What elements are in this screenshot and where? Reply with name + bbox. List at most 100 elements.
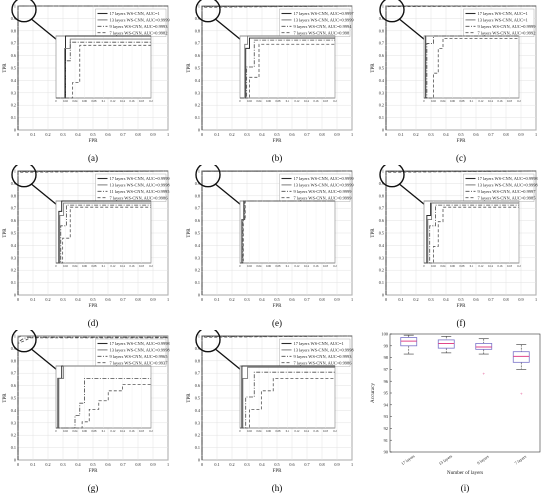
panel-label: (i) [461, 483, 470, 493]
y-tick-label: 0.3 [195, 255, 200, 260]
y-tick-label: 1 [382, 169, 384, 174]
y-tick-label: 0.3 [379, 90, 384, 95]
inset-x-tick-label: 0.2 [333, 430, 337, 433]
zoom-circle [11, 165, 37, 188]
inset-x-tick-label: 0.2 [149, 430, 153, 433]
x-tick-label: 9 layers [476, 454, 490, 466]
inset-x-tick-label: 0.08 [92, 265, 97, 268]
y-tick-label: 0.2 [195, 268, 200, 273]
inset-x-tick-label: 0 [423, 100, 425, 103]
legend-entry: 7 layers WS-CNN, AUC=0.9986 [110, 195, 169, 201]
y-tick-label: 1 [14, 334, 16, 339]
panel-label: (g) [88, 483, 99, 493]
x-axis-label: FPR [457, 304, 467, 309]
y-tick-label: 0.4 [11, 78, 17, 83]
legend-entry: 13 layers WS-CNN, AUC=0.9998 [110, 183, 171, 189]
inset-x-tick-label: 0.2 [149, 100, 153, 103]
legend-entry: 9 layers WS-CNN, AUC=0.9997 [478, 189, 537, 195]
y-tick-label: 0.8 [11, 28, 16, 33]
inset-x-tick-label: 0.02 [63, 265, 68, 268]
inset-x-tick-label: 0.08 [92, 100, 97, 103]
x-tick-label: 0.6 [289, 132, 294, 137]
x-tick-label: 0.8 [503, 297, 508, 302]
x-tick-label: 0.8 [135, 132, 140, 137]
inset-curve-series-4 [56, 206, 151, 264]
x-tick-label: 0.1 [214, 462, 219, 467]
inset-x-tick-label: 0 [423, 265, 425, 268]
legend-entry: 7 layers WS-CNN, AUC=0.9992 [478, 30, 536, 36]
box-iqr [437, 339, 455, 349]
inset-x-tick-label: 0.18 [323, 265, 328, 268]
x-axis-label: FPR [89, 139, 99, 144]
inset-x-tick-label: 0.06 [266, 100, 271, 103]
y-tick-label: 0.5 [379, 66, 384, 71]
y-tick-label: 0.9 [195, 181, 200, 186]
y-tick-label: 0.3 [11, 90, 16, 95]
y-tick-label: 0.9 [195, 346, 200, 351]
y-tick-label: 1 [198, 334, 200, 339]
y-tick-label: 0.1 [195, 115, 200, 120]
inset-x-tick-label: 0.14 [120, 265, 125, 268]
boxplot-chart: 90 91 92 93 94 95 96 97 98 99 100 Accuracy 17 layers… [370, 332, 541, 493]
x-tick-label: 0.8 [319, 462, 324, 467]
y-tick-label: 0.5 [195, 66, 200, 71]
x-tick-label: 0.6 [289, 297, 294, 302]
box-1 [400, 334, 418, 355]
y-tick-label: 0 [14, 293, 16, 298]
inset-x-tick-label: 0.02 [431, 100, 436, 103]
inset-x-tick-label: 0.04 [73, 265, 78, 268]
y-tick-label: 90 [384, 450, 389, 455]
x-tick-label: 0 [385, 132, 387, 137]
y-tick-label: 0.8 [11, 193, 16, 198]
x-tick-label: 0.7 [120, 132, 125, 137]
y-tick-label: 0.2 [379, 268, 384, 273]
roc-chart-0: 0 0.1 0.2 0.3 0.4 0.5 0.6 0.7 0.8 0.9 1 0 0.1 0.2 0.3 0… [3, 0, 170, 163]
x-tick-label: 0.6 [473, 132, 478, 137]
inset-x-tick-label: 0.16 [130, 265, 135, 268]
x-tick-label: 0.9 [334, 297, 339, 302]
x-tick-label: 0 [201, 462, 203, 467]
y-tick-label: 0.8 [195, 28, 200, 33]
y-tick-label: 0 [14, 128, 16, 133]
x-tick-label: 0.5 [90, 132, 95, 137]
x-tick-label: 0.5 [274, 297, 279, 302]
x-tick-label: 0.9 [150, 462, 155, 467]
y-tick-label: 0.4 [195, 78, 201, 83]
inset-x-tick-label: 0.18 [323, 100, 328, 103]
panel-label: (b) [272, 153, 283, 163]
y-tick-label: 0.7 [379, 41, 384, 46]
y-tick-label: 0.7 [379, 206, 384, 211]
y-tick-label: 0.7 [11, 41, 16, 46]
x-tick-label: 0.1 [398, 132, 403, 137]
y-tick-label: 0.9 [11, 181, 16, 186]
y-tick-label: 100 [381, 332, 388, 337]
legend-entry: 13 layers WS-CNN, AUC=0.9998 [478, 183, 539, 189]
y-tick-label: 0.5 [11, 231, 16, 236]
y-tick-label: 0.8 [195, 193, 200, 198]
x-tick-label: 0.5 [90, 297, 95, 302]
inset-x-tick-label: 0.18 [507, 100, 512, 103]
x-tick-label: 0.8 [135, 462, 140, 467]
inset-x-tick-label: 0.2 [517, 265, 521, 268]
y-tick-label: 0.9 [379, 181, 384, 186]
x-tick-label: 0.6 [105, 297, 110, 302]
y-tick-label: 0.6 [195, 218, 200, 223]
inset-x-tick-label: 0.14 [304, 100, 309, 103]
zoom-circle [195, 330, 221, 353]
roc-chart-4: 0 0.1 0.2 0.3 0.4 0.5 0.6 0.7 0.8 0.9 1 0 0.1 0.2 0.3 0… [187, 165, 355, 328]
y-tick-label: 1 [382, 4, 384, 9]
roc-curve-series-4 [17, 5, 168, 130]
y-tick-label: 0.5 [11, 66, 16, 71]
x-tick-label: 1 [351, 132, 353, 137]
x-tick-label: 0.2 [45, 297, 50, 302]
y-tick-label: 0.3 [195, 420, 200, 425]
inset-x-tick-label: 0.04 [257, 100, 262, 103]
inset-x-tick-label: 0.06 [82, 265, 87, 268]
inset-x-tick-label: 0.18 [139, 265, 144, 268]
legend-entry: 17 layers WS-CNN, AUC=1 [294, 341, 344, 347]
x-tick-label: 0.5 [274, 462, 279, 467]
roc-curve-series-4 [201, 335, 353, 460]
x-tick-label: 0.5 [458, 132, 463, 137]
y-tick-label: 0.8 [195, 358, 200, 363]
legend-entry: 13 layers WS-CNN, AUC=0.9999 [294, 183, 355, 189]
